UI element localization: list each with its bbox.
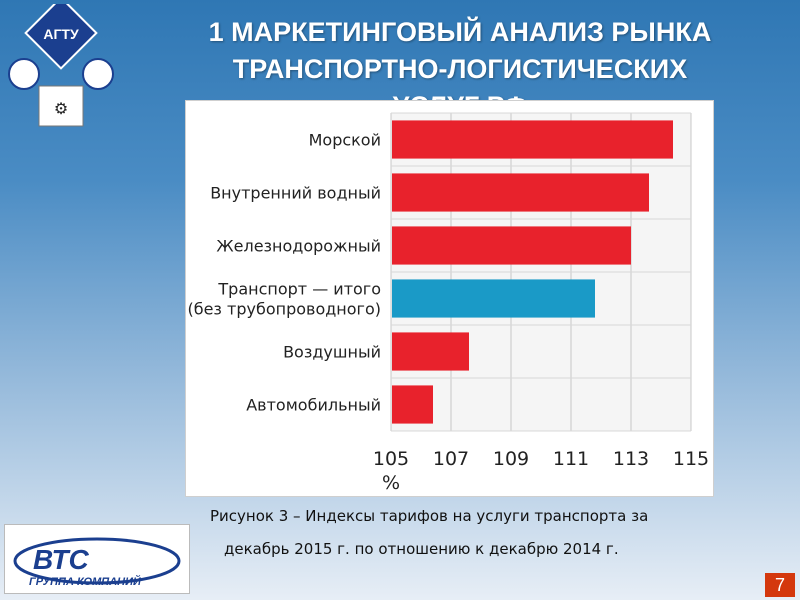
x-tick-label-5: 115 — [673, 448, 709, 470]
title-line-1: 1 МАРКЕТИНГОВЫЙ АНАЛИЗ РЫНКА — [208, 17, 712, 47]
company-logo-brand: ВТС — [33, 544, 90, 575]
bar-2 — [392, 226, 631, 265]
bar-0 — [392, 120, 673, 159]
x-tick-label-3: 111 — [553, 448, 589, 470]
category-label-5-0: Автомобильный — [246, 396, 381, 415]
university-logo: АГТУ ⚙ — [6, 0, 116, 129]
x-tick-label-1: 107 — [433, 448, 469, 470]
chart-panel: Морской Внутренний водный Железнодорожный Т… — [185, 100, 714, 497]
bar-1 — [392, 173, 649, 212]
figure-caption-line-1: Рисунок 3 – Индексы тарифов на услуги тр… — [210, 507, 649, 525]
category-label-4-0: Воздушный — [283, 343, 381, 362]
title-line-2: ТРАНСПОРТНО-ЛОГИСТИЧЕСКИХ — [232, 54, 688, 84]
cert-badge-icon-left — [8, 58, 40, 90]
category-label-1-0: Внутренний водный — [210, 184, 381, 203]
figure-caption-line-2: декабрь 2015 г. по отношению к декабрю 2… — [224, 540, 619, 558]
company-logo-subtitle: ГРУППА КОМПАНИЙ — [29, 575, 142, 588]
slide-title: 1 МАРКЕТИНГОВЫЙ АНАЛИЗ РЫНКА ТРАНСПОРТНО… — [150, 14, 770, 100]
company-logo: ВТС ГРУППА КОМПАНИЙ — [4, 524, 190, 594]
category-label-0-0: Морской — [309, 131, 381, 150]
category-label-2-0: Железнодорожный — [216, 237, 381, 256]
bar-5 — [392, 385, 433, 424]
company-logo-swoosh-icon — [13, 537, 181, 585]
category-label-3-1: (без трубопроводного) — [187, 300, 381, 319]
page-number: 7 — [765, 573, 795, 597]
bar-4 — [392, 332, 469, 371]
category-label-3-0: Транспорт — итого — [217, 280, 381, 299]
bar-3 — [392, 279, 595, 318]
university-logo-text: АГТУ — [43, 26, 79, 42]
cert-badge-icon-right — [82, 58, 114, 90]
x-tick-label-2: 109 — [493, 448, 529, 470]
title-line-3: УСЛУГ РФ — [150, 88, 770, 100]
x-tick-label-4: 113 — [613, 448, 649, 470]
bar-chart: Морской Внутренний водный Железнодорожный Т… — [187, 112, 709, 494]
svg-text:⚙: ⚙ — [54, 101, 68, 118]
x-tick-label-0: 105 — [373, 448, 409, 470]
certification-mark-icon — [38, 85, 84, 127]
x-axis-label: % — [382, 472, 400, 494]
